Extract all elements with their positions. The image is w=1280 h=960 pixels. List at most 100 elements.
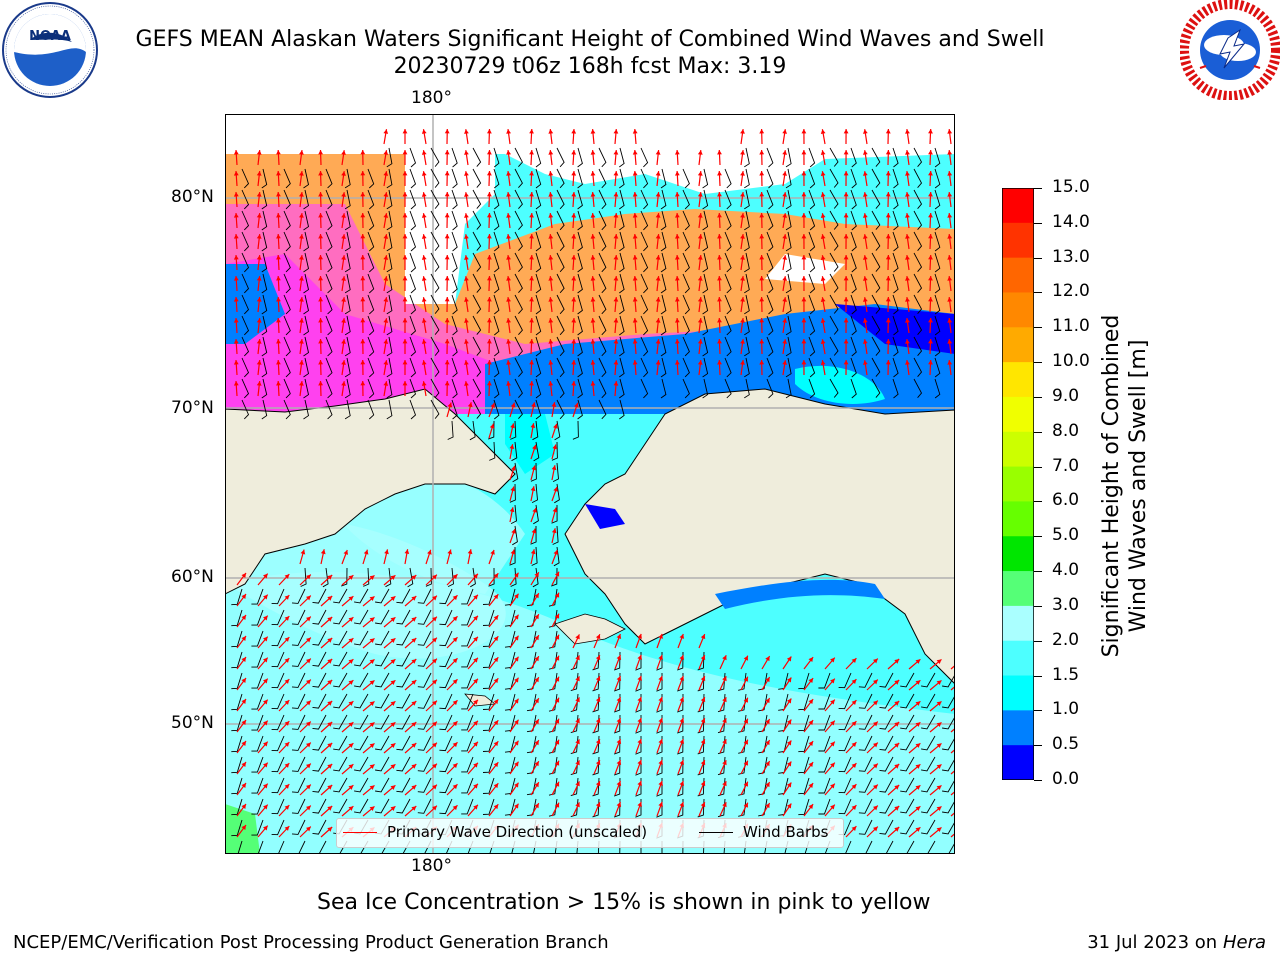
wave-arrow-head bbox=[263, 825, 268, 831]
wind-barb bbox=[303, 189, 310, 210]
wind-barb bbox=[619, 168, 625, 189]
wind-barb bbox=[900, 840, 915, 854]
wind-barb bbox=[511, 441, 518, 462]
wave-arrow-head bbox=[717, 318, 722, 323]
wind-barb bbox=[879, 693, 894, 709]
wind-barb bbox=[871, 147, 881, 167]
wave-arrow-head bbox=[765, 761, 770, 767]
wind-barb bbox=[344, 294, 351, 315]
wind-barb bbox=[702, 252, 709, 273]
wave-arrow-head bbox=[348, 596, 354, 601]
wave-arrow-head bbox=[327, 701, 333, 706]
wave-arrow-head bbox=[655, 360, 661, 365]
wind-barb bbox=[660, 189, 667, 210]
wave-arrow-head bbox=[299, 192, 304, 197]
wind-barb bbox=[261, 294, 268, 315]
wind-barb bbox=[493, 252, 500, 273]
wind-barb bbox=[766, 168, 774, 189]
wind-barb bbox=[766, 189, 774, 210]
wave-arrow-head bbox=[801, 150, 807, 155]
wind-barb bbox=[283, 357, 291, 378]
wave-arrow-head bbox=[306, 763, 311, 769]
wave-arrow-head bbox=[411, 722, 417, 727]
wind-barb bbox=[451, 147, 458, 168]
wind-barb bbox=[533, 504, 539, 525]
wind-barb bbox=[439, 714, 453, 731]
wave-arrow-head bbox=[360, 192, 366, 197]
wind-barb bbox=[367, 168, 375, 189]
wind-barb bbox=[577, 252, 583, 273]
colorbar-cell bbox=[1002, 571, 1034, 607]
wind-barb bbox=[271, 777, 285, 794]
wind-barb bbox=[619, 357, 625, 378]
wave-arrow-head bbox=[590, 297, 596, 302]
colorbar-label-line2: Wind Waves and Swell [m] bbox=[1126, 339, 1151, 633]
wind-barb bbox=[251, 630, 264, 647]
wind-barb bbox=[231, 588, 243, 606]
wave-direction-arrow bbox=[950, 664, 955, 670]
wave-arrow-head bbox=[506, 234, 511, 239]
wind-barb bbox=[829, 231, 839, 251]
wind-barb bbox=[325, 336, 333, 357]
wind-barb bbox=[312, 651, 327, 667]
wind-barb bbox=[325, 399, 333, 420]
wave-arrow-head bbox=[432, 805, 437, 811]
wave-arrow-head bbox=[915, 722, 921, 727]
wave-arrow-head bbox=[637, 675, 642, 681]
wave-arrow-head bbox=[759, 276, 765, 281]
wind-barb bbox=[325, 210, 333, 231]
wind-barb bbox=[241, 315, 250, 336]
colorbar-tick-label: 6.0 bbox=[1052, 490, 1080, 511]
wave-direction-arrow bbox=[950, 706, 955, 712]
wave-arrow-head bbox=[830, 678, 835, 684]
wave-arrow-head bbox=[590, 339, 596, 344]
wave-arrow-head bbox=[830, 699, 835, 705]
wind-barb bbox=[251, 672, 264, 689]
wind-barb bbox=[766, 357, 774, 378]
wave-arrow-head bbox=[700, 655, 706, 661]
wind-barb bbox=[333, 609, 348, 625]
wave-arrow-head bbox=[548, 192, 554, 197]
wave-arrow-head bbox=[905, 234, 910, 239]
wave-arrow-head bbox=[717, 360, 722, 365]
wind-barb bbox=[829, 210, 839, 230]
wave-arrow-head bbox=[894, 659, 900, 664]
wave-arrow-head bbox=[241, 678, 246, 683]
wind-barb bbox=[892, 147, 899, 168]
wave-arrow-head bbox=[284, 805, 290, 810]
wave-arrow-head bbox=[851, 721, 857, 726]
wave-arrow-head bbox=[782, 234, 787, 239]
wind-barb bbox=[291, 819, 306, 835]
wave-arrow-head bbox=[487, 339, 492, 344]
wind-barb bbox=[798, 756, 810, 774]
wave-arrow-head bbox=[452, 805, 458, 811]
wind-barb bbox=[261, 399, 268, 420]
wave-arrow-head bbox=[493, 636, 499, 642]
wind-barb bbox=[818, 777, 831, 794]
wind-barb bbox=[702, 294, 709, 315]
wind-barb bbox=[430, 315, 440, 335]
wind-barb bbox=[251, 756, 264, 773]
wind-barb bbox=[439, 798, 453, 815]
wave-arrow-head bbox=[369, 785, 375, 790]
wave-arrow-head bbox=[506, 297, 511, 302]
wave-arrow-head bbox=[743, 655, 748, 661]
wave-arrow-head bbox=[801, 171, 807, 176]
wave-arrow-head bbox=[571, 171, 577, 176]
wave-arrow-head bbox=[411, 785, 417, 790]
wave-arrow-head bbox=[820, 171, 826, 176]
wave-arrow-head bbox=[529, 171, 534, 176]
wave-arrow-head bbox=[905, 213, 910, 218]
wind-barb bbox=[900, 735, 915, 751]
wave-arrow-head bbox=[655, 234, 661, 239]
wave-arrow-head bbox=[894, 743, 900, 748]
wind-barb bbox=[526, 735, 537, 754]
wave-direction-legend-line bbox=[343, 832, 377, 833]
wind-barb bbox=[785, 336, 792, 357]
wave-arrow-head bbox=[571, 339, 577, 344]
wave-arrow-head bbox=[263, 699, 268, 705]
wave-arrow-head bbox=[717, 213, 722, 218]
wave-arrow-head bbox=[553, 423, 558, 429]
wind-barb bbox=[724, 168, 732, 189]
wave-arrow-head bbox=[318, 234, 323, 239]
